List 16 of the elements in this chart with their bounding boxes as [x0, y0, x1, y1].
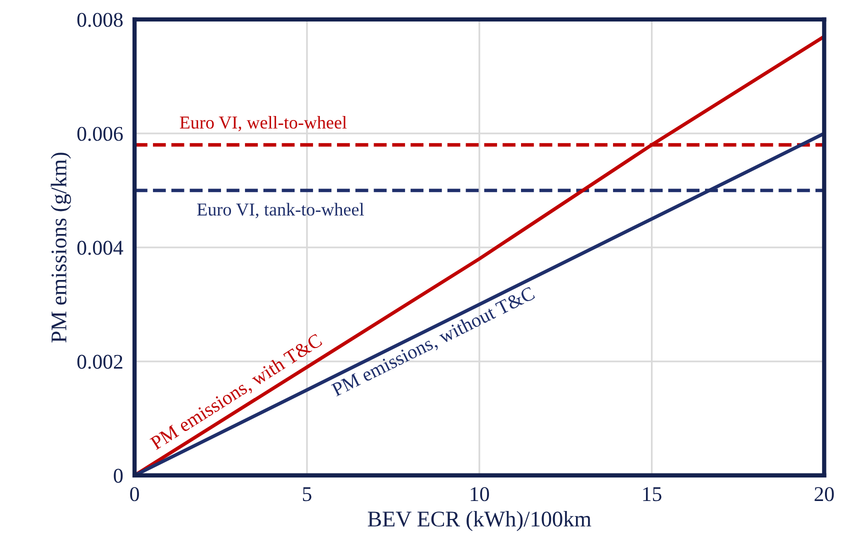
line-series [134, 34, 824, 476]
x-tick-label: 15 [643, 487, 662, 502]
y-axis-title: PM emissions (g/km) [50, 152, 72, 342]
x-tick-label: 5 [302, 487, 312, 502]
y-tick-label: 0.006 [77, 126, 123, 141]
y-tick-label: 0.002 [77, 354, 122, 369]
line-series [134, 132, 824, 476]
ref-line-label: Euro VI, tank-to-wheel [197, 202, 364, 218]
x-tick-label: 10 [470, 487, 489, 502]
y-tick-label: 0.004 [77, 240, 124, 255]
x-axis-title: BEV ECR (kWh)/100km [368, 510, 592, 532]
y-tick-label: 0 [114, 468, 123, 483]
x-tick-label: 20 [814, 487, 834, 502]
x-tick-label: 0 [130, 487, 139, 502]
y-tick-label: 0.008 [77, 12, 123, 27]
ref-line-label: Euro VI, well-to-wheel [180, 116, 347, 132]
